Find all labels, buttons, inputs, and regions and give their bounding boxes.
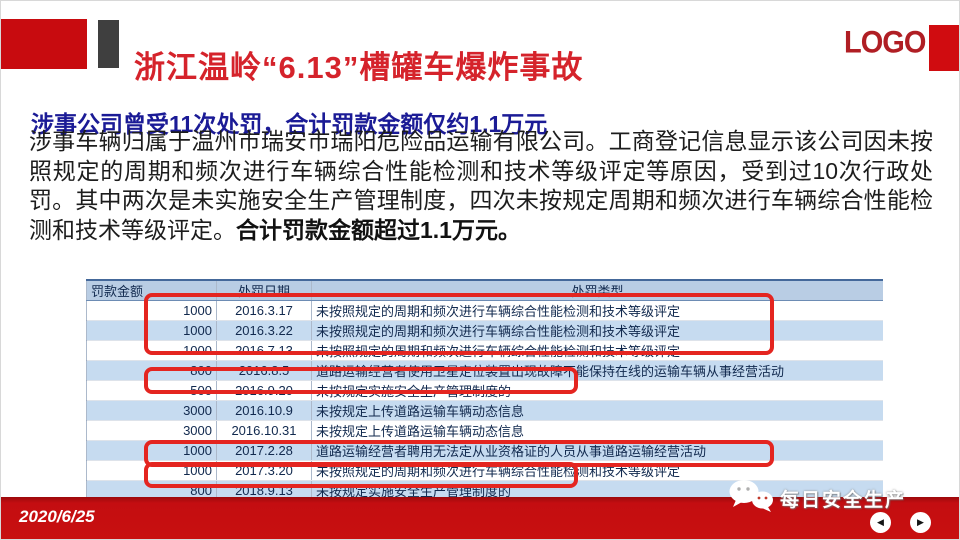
header-accent-bar-gray bbox=[98, 20, 119, 68]
watermark-text: 每日安全生产 bbox=[780, 490, 907, 511]
watermark: 每日安全生产 bbox=[727, 478, 906, 519]
cell-amount: 800 bbox=[86, 360, 217, 381]
cell-type: 未按照规定的周期和频次进行车辆综合性能检测和技术等级评定 bbox=[311, 300, 883, 321]
cell-type: 未按规定实施安全生产管理制度的 bbox=[311, 380, 883, 401]
cell-amount: 1000 bbox=[86, 320, 217, 341]
cell-type: 未按规定上传道路运输车辆动态信息 bbox=[311, 420, 883, 441]
cell-amount: 3000 bbox=[86, 420, 217, 441]
nav-previous-button[interactable]: ◀ bbox=[870, 512, 891, 533]
arrow-left-icon: ◀ bbox=[877, 517, 884, 527]
cell-date: 2017.3.20 bbox=[216, 460, 312, 481]
cell-date: 2016.9.20 bbox=[216, 380, 312, 401]
section-subtitle: 涉事公司曾受11次处罚，合计罚款金额仅约1.1万元 bbox=[31, 111, 548, 138]
footer-bar bbox=[1, 497, 959, 539]
cell-type: 未按照规定的周期和频次进行车辆综合性能检测和技术等级评定 bbox=[311, 320, 883, 341]
cell-amount: 3000 bbox=[86, 400, 217, 421]
column-header-type: 处罚类型 bbox=[311, 280, 883, 301]
body-paragraph-text: 涉事车辆归属于温州市瑞安市瑞阳危险品运输有限公司。工商登记信息显示该公司因未按照… bbox=[29, 128, 933, 243]
column-header-amount: 罚款金额 bbox=[86, 280, 217, 301]
cell-date: 2016.10.31 bbox=[216, 420, 312, 441]
table-row: 3000 2016.10.9 未按规定上传道路运输车辆动态信息 bbox=[86, 400, 883, 421]
table-row: 1000 2016.3.17 未按照规定的周期和频次进行车辆综合性能检测和技术等级评… bbox=[86, 300, 883, 321]
table-row: 500 2016.9.20 未按规定实施安全生产管理制度的 bbox=[86, 380, 883, 401]
table-row: 800 2016.8.5 道路运输经营者使用卫星定位装置出现故障不能保持在线的运输车… bbox=[86, 360, 883, 381]
cell-date: 2016.3.17 bbox=[216, 300, 312, 321]
table-row: 1000 2016.7.13 未按照规定的周期和频次进行车辆综合性能检测和技术等级评… bbox=[86, 340, 883, 361]
cell-amount: 1000 bbox=[86, 440, 217, 461]
penalty-table: 罚款金额 处罚日期 处罚类型 1000 2016.3.17 未按照规定的周期和频次进… bbox=[86, 279, 883, 501]
column-header-date: 处罚日期 bbox=[216, 280, 312, 301]
penalty-table-container: 罚款金额 处罚日期 处罚类型 1000 2016.3.17 未按照规定的周期和频次进… bbox=[86, 279, 883, 501]
footer-date: 2020/6/25 bbox=[19, 507, 95, 526]
page-title: 浙江温岭“6.13”槽罐车爆炸事故 bbox=[134, 49, 584, 85]
logo: LOGO bbox=[844, 25, 926, 61]
table-row: 3000 2016.10.31 未按规定上传道路运输车辆动态信息 bbox=[86, 420, 883, 441]
header-accent-bar-right bbox=[929, 25, 959, 71]
cell-amount: 1000 bbox=[86, 340, 217, 361]
cell-type: 道路运输经营者使用卫星定位装置出现故障不能保持在线的运输车辆从事经营活动 bbox=[311, 360, 883, 381]
cell-date: 2017.2.28 bbox=[216, 440, 312, 461]
header-accent-bar-left bbox=[1, 19, 87, 69]
cell-type: 未按规定上传道路运输车辆动态信息 bbox=[311, 400, 883, 421]
table-row: 1000 2017.2.28 道路运输经营者聘用无法定从业资格证的人员从事道路运输经… bbox=[86, 440, 883, 461]
cell-type: 道路运输经营者聘用无法定从业资格证的人员从事道路运输经营活动 bbox=[311, 440, 883, 461]
cell-type: 未按照规定的周期和频次进行车辆综合性能检测和技术等级评定 bbox=[311, 340, 883, 361]
wechat-icon bbox=[727, 478, 775, 519]
table-row: 1000 2016.3.22 未按照规定的周期和频次进行车辆综合性能检测和技术等级评… bbox=[86, 320, 883, 341]
cell-date: 2016.3.22 bbox=[216, 320, 312, 341]
cell-date: 2016.7.13 bbox=[216, 340, 312, 361]
cell-amount: 1000 bbox=[86, 300, 217, 321]
table-body: 1000 2016.3.17 未按照规定的周期和频次进行车辆综合性能检测和技术等级评… bbox=[86, 300, 883, 501]
cell-amount: 500 bbox=[86, 380, 217, 401]
arrow-right-icon: ▶ bbox=[917, 517, 924, 527]
cell-amount: 1000 bbox=[86, 460, 217, 481]
body-paragraph: 涉事车辆归属于温州市瑞安市瑞阳危险品运输有限公司。工商登记信息显示该公司因未按照… bbox=[29, 127, 933, 245]
cell-date: 2016.10.9 bbox=[216, 400, 312, 421]
table-header-row: 罚款金额 处罚日期 处罚类型 bbox=[86, 280, 883, 301]
nav-next-button[interactable]: ▶ bbox=[910, 512, 931, 533]
cell-date: 2016.8.5 bbox=[216, 360, 312, 381]
body-paragraph-emphasis: 合计罚款金额超过1.1万元。 bbox=[236, 216, 521, 243]
